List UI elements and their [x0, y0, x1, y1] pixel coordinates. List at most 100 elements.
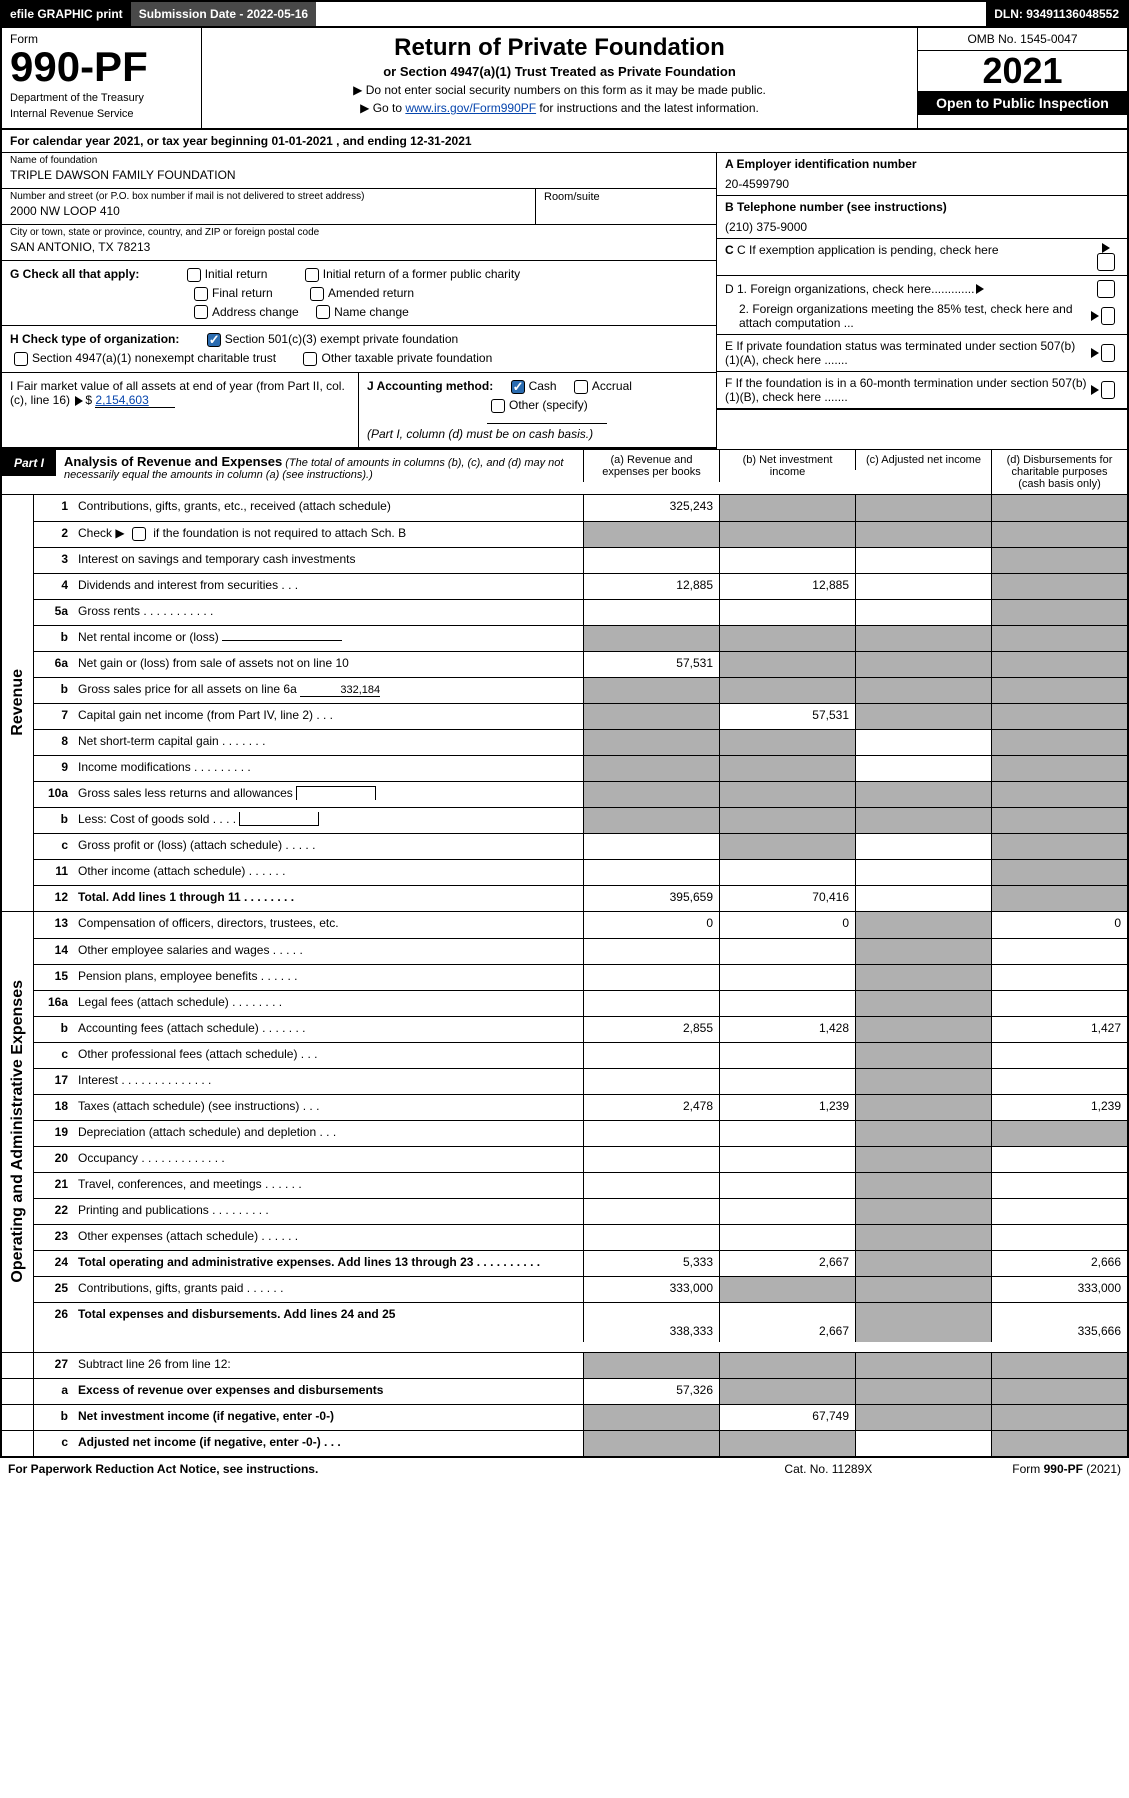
- row-num: 17: [34, 1069, 74, 1094]
- row-desc: Travel, conferences, and meetings . . . …: [74, 1173, 583, 1198]
- row-num: 11: [34, 860, 74, 885]
- cell-b: 0: [719, 912, 855, 938]
- cell-b: 2,667: [719, 1303, 855, 1342]
- other-taxable-checkbox[interactable]: [303, 352, 317, 366]
- initial-return-checkbox[interactable]: [187, 268, 201, 282]
- foreign-org-checkbox[interactable]: [1097, 280, 1115, 298]
- name-change-checkbox[interactable]: [316, 305, 330, 319]
- row-num: 27: [34, 1353, 74, 1378]
- cell-b: 1,428: [719, 1017, 855, 1042]
- part1-title: Analysis of Revenue and Expenses: [64, 454, 282, 469]
- cell-a: 57,531: [583, 652, 719, 677]
- arrow-icon: [976, 284, 984, 294]
- cell-a: 338,333: [583, 1303, 719, 1342]
- cell-d: 0: [991, 912, 1127, 938]
- cell-a: 0: [583, 912, 719, 938]
- 4947-label: Section 4947(a)(1) nonexempt charitable …: [32, 351, 276, 365]
- row-desc: Other professional fees (attach schedule…: [74, 1043, 583, 1068]
- room-suite-label: Room/suite: [536, 189, 716, 224]
- fmv-value[interactable]: 2,154,603: [95, 393, 175, 408]
- row-num: 12: [34, 886, 74, 911]
- row-desc: Printing and publications . . . . . . . …: [74, 1199, 583, 1224]
- row-desc: Dividends and interest from securities .…: [74, 574, 583, 599]
- top-bar: efile GRAPHIC print Submission Date - 20…: [0, 0, 1129, 28]
- phone-value: (210) 375-9000: [725, 220, 1119, 234]
- address-change-checkbox[interactable]: [194, 305, 208, 319]
- cell-a: 2,855: [583, 1017, 719, 1042]
- cell-a: 12,885: [583, 574, 719, 599]
- h-label: H Check type of organization:: [10, 332, 179, 346]
- cat-no: Cat. No. 11289X: [318, 1462, 1012, 1476]
- expenses-side-label: Operating and Administrative Expenses: [9, 980, 27, 1283]
- efile-label: efile GRAPHIC print: [2, 2, 131, 26]
- terminated-checkbox[interactable]: [1101, 344, 1115, 362]
- final-return-checkbox[interactable]: [194, 287, 208, 301]
- row-desc: Interest on savings and temporary cash i…: [74, 548, 583, 573]
- cell-d: 2,666: [991, 1251, 1127, 1276]
- row-desc: Total expenses and disbursements. Add li…: [78, 1307, 395, 1321]
- row-desc: Gross sales price for all assets on line…: [78, 682, 297, 696]
- ein-label: A Employer identification number: [725, 157, 917, 171]
- amended-label: Amended return: [328, 286, 414, 300]
- 4947-checkbox[interactable]: [14, 352, 28, 366]
- row-num: 13: [34, 912, 74, 938]
- cell-a: 333,000: [583, 1277, 719, 1302]
- accrual-checkbox[interactable]: [574, 380, 588, 394]
- cell-b: 2,667: [719, 1251, 855, 1276]
- f-label: F If the foundation is in a 60-month ter…: [725, 376, 1089, 404]
- row-num: 3: [34, 548, 74, 573]
- foreign-85-checkbox[interactable]: [1101, 307, 1115, 325]
- col-a-head: (a) Revenue and expenses per books: [583, 450, 719, 482]
- 501c3-label: Section 501(c)(3) exempt private foundat…: [225, 332, 458, 346]
- dln-label: DLN: 93491136048552: [986, 2, 1127, 26]
- row-desc: Other income (attach schedule) . . . . .…: [74, 860, 583, 885]
- arrow-icon: [1091, 385, 1099, 395]
- irs-link[interactable]: www.irs.gov/Form990PF: [405, 101, 536, 115]
- row-desc: Legal fees (attach schedule) . . . . . .…: [74, 991, 583, 1016]
- row-desc: if the foundation is not required to att…: [153, 526, 406, 540]
- row-num: b: [34, 626, 74, 651]
- row-num: b: [34, 678, 74, 703]
- paperwork-notice: For Paperwork Reduction Act Notice, see …: [8, 1462, 318, 1476]
- cash-checkbox[interactable]: [511, 380, 525, 394]
- d1-label: D 1. Foreign organizations, check here..…: [725, 282, 974, 296]
- arrow-icon: [1091, 348, 1099, 358]
- row-desc: Depreciation (attach schedule) and deple…: [74, 1121, 583, 1146]
- calendar-year-row: For calendar year 2021, or tax year begi…: [0, 130, 1129, 153]
- row-num: 6a: [34, 652, 74, 677]
- part1-tab: Part I: [2, 450, 56, 476]
- cell-b: 57,531: [719, 704, 855, 729]
- schb-checkbox[interactable]: [132, 527, 146, 541]
- exemption-pending-checkbox[interactable]: [1097, 253, 1115, 271]
- gross-sales-value: 332,184: [300, 684, 380, 697]
- foundation-name: TRIPLE DAWSON FAMILY FOUNDATION: [10, 168, 708, 182]
- dept-treasury: Department of the Treasury: [10, 92, 193, 104]
- row-num: 4: [34, 574, 74, 599]
- row-num: 5a: [34, 600, 74, 625]
- initial-public-checkbox[interactable]: [305, 268, 319, 282]
- cell-b: 1,239: [719, 1095, 855, 1120]
- row-desc: Taxes (attach schedule) (see instruction…: [74, 1095, 583, 1120]
- row-num: c: [34, 834, 74, 859]
- row-desc: Interest . . . . . . . . . . . . . .: [74, 1069, 583, 1094]
- row-num: 1: [34, 495, 74, 521]
- 60month-checkbox[interactable]: [1101, 381, 1115, 399]
- other-method-checkbox[interactable]: [491, 399, 505, 413]
- row-num: c: [34, 1043, 74, 1068]
- row-num: b: [34, 1017, 74, 1042]
- row-desc: Accounting fees (attach schedule) . . . …: [74, 1017, 583, 1042]
- row-num: 22: [34, 1199, 74, 1224]
- initial-return-label: Initial return: [205, 267, 268, 281]
- ein-value: 20-4599790: [725, 177, 1119, 191]
- form-header: Form 990-PF Department of the Treasury I…: [0, 28, 1129, 130]
- i-label: I Fair market value of all assets at end…: [10, 379, 345, 407]
- row-num: 2: [34, 522, 74, 547]
- ssn-warning: ▶ Do not enter social security numbers o…: [210, 83, 909, 97]
- g-label: G Check all that apply:: [10, 267, 139, 281]
- col-b-head: (b) Net investment income: [719, 450, 855, 482]
- cell-d: 333,000: [991, 1277, 1127, 1302]
- 501c3-checkbox[interactable]: [207, 333, 221, 347]
- amended-return-checkbox[interactable]: [310, 287, 324, 301]
- part1-header: Part I Analysis of Revenue and Expenses …: [0, 449, 1129, 495]
- row-desc: Net rental income or (loss): [78, 630, 219, 644]
